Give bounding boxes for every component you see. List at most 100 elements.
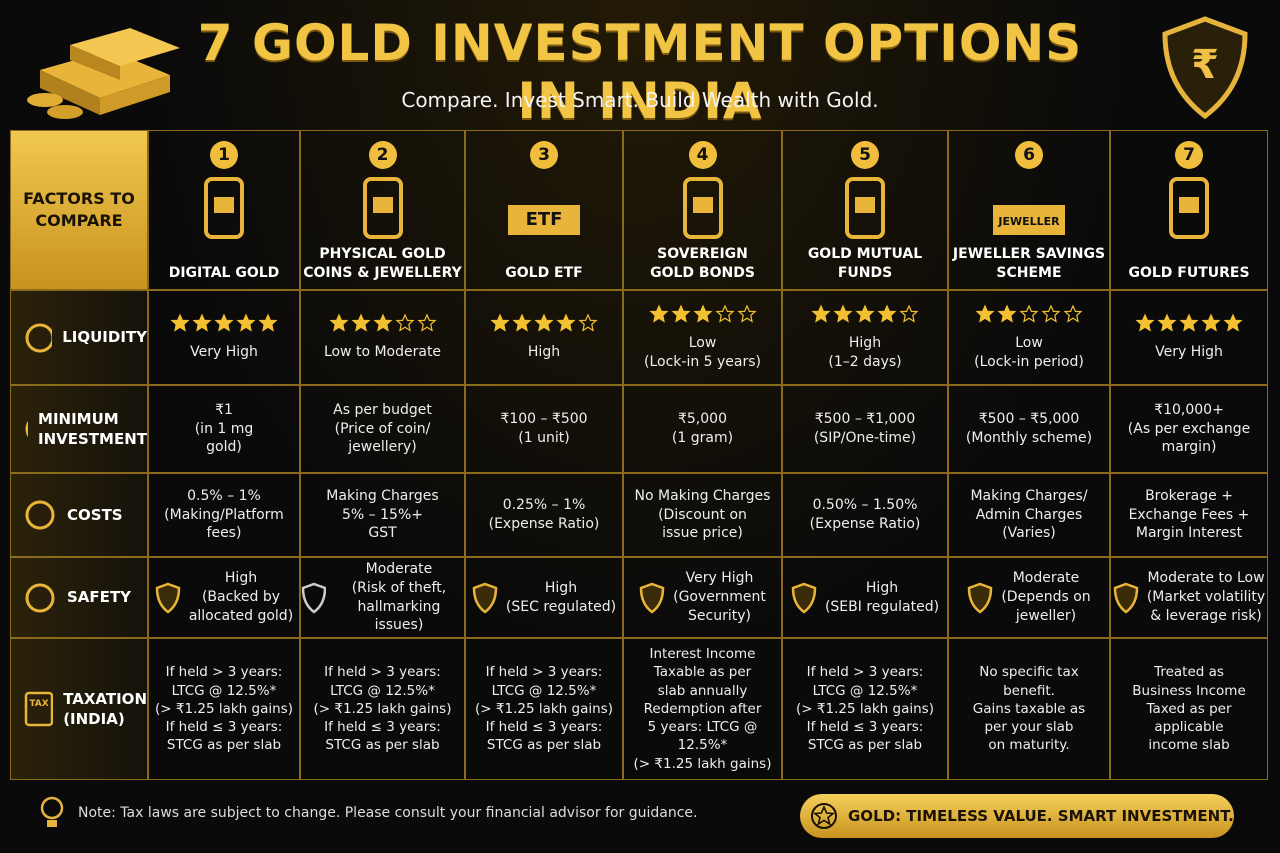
title: 7 GOLD INVESTMENT OPTIONS IN INDIA: [197, 14, 1083, 130]
cell-text: Making Charges 5% – 15%+ GST: [326, 487, 439, 542]
option-name: GOLD FUTURES: [1128, 265, 1250, 282]
cell-text: 0.25% – 1% (Expense Ratio): [488, 497, 600, 532]
star-shape: [556, 313, 576, 332]
cell-text: 0.50% – 1.50% (Expense Ratio): [809, 497, 921, 532]
star-shape: [578, 313, 598, 332]
row-label-text: SAFETY: [67, 588, 131, 607]
row-icon: [25, 420, 29, 438]
badge-star: [811, 803, 837, 829]
option-name: GOLD MUTUAL FUNDS: [807, 246, 923, 282]
icon-shape: [301, 582, 326, 614]
icon-shape: [1113, 582, 1139, 614]
cell-text: If held > 3 years: LTCG @ 12.5%* (> ₹1.2…: [155, 664, 293, 754]
footer-note: Note: Tax laws are subject to change. Pl…: [78, 805, 698, 821]
star-shape: [417, 313, 436, 332]
option-header: 5 GOLD MUTUAL FUNDS: [782, 130, 948, 290]
icon-shape: [155, 582, 181, 614]
option-header: 2 PHYSICAL GOLD COINS & JEWELLERY: [300, 130, 465, 290]
table-cell: Moderate (Depends on jeweller): [948, 557, 1110, 638]
table-cell: High (Backed by allocated gold): [148, 557, 300, 638]
cell-text: ₹100 – ₹500 (1 unit): [500, 411, 588, 446]
cell-text: High: [527, 344, 561, 361]
star-shape: [975, 304, 995, 323]
table-cell: Moderate to Low (Market volatility & lev…: [1110, 557, 1268, 638]
star-shape: [997, 304, 1017, 323]
cell-text: Making Charges/ Admin Charges (Varies): [970, 487, 1088, 542]
badge-text: GOLD: TIMELESS VALUE. SMART INVESTMENT.: [848, 807, 1234, 825]
row-label: MINIMUM INVESTMENT: [10, 385, 148, 473]
shield-icon: [155, 582, 181, 614]
star-shape: [192, 313, 212, 332]
star-shape: [490, 313, 510, 332]
star-shape: [1135, 313, 1155, 332]
star-shape: [236, 313, 256, 332]
cell-text: High (Backed by allocated gold): [188, 570, 294, 624]
cell-text: Treated as Business Income Taxed as per …: [1132, 664, 1246, 754]
icon-shape: [1169, 177, 1209, 239]
star-shape: [1019, 304, 1039, 323]
table-cell: Treated as Business Income Taxed as per …: [1110, 638, 1268, 780]
star-shape: [373, 313, 392, 332]
emblem: ₹: [1191, 42, 1219, 88]
icon-shape: [372, 197, 393, 213]
icon-shape: [362, 177, 403, 239]
table-cell: If held > 3 years: LTCG @ 12.5%* (> ₹1.2…: [782, 638, 948, 780]
icon-shape: [855, 197, 875, 213]
table-cell: High (1–2 days): [782, 290, 948, 385]
cell-text: As per budget (Price of coin/ jewellery): [333, 401, 432, 456]
cell-text: ₹500 – ₹1,000 (SIP/One-time): [813, 411, 917, 446]
table-cell: High: [465, 290, 623, 385]
cell-text: ₹1 (in 1 mg gold): [194, 401, 254, 456]
cell-text: ₹10,000+ (As per exchange margin): [1127, 401, 1251, 456]
cell-text: 0.5% – 1% (Making/Platform fees): [164, 487, 284, 542]
icon-shape: [25, 420, 29, 438]
cell-text: Moderate to Low (Market volatility & lev…: [1146, 570, 1266, 624]
option-number: 2: [368, 141, 397, 169]
option-name: GOLD ETF: [505, 265, 583, 282]
cell-text: Moderate (Risk of theft, hallmarking iss…: [351, 560, 447, 634]
icon-shape: [1179, 197, 1199, 213]
icon-label: TAX: [29, 699, 48, 709]
table-cell: Low (Lock-in period): [948, 290, 1110, 385]
table-cell: High (SEBI regulated): [782, 557, 948, 638]
cell-text: No specific tax benefit. Gains taxable a…: [972, 664, 1086, 754]
table-cell: High (SEC regulated): [465, 557, 623, 638]
star-rating: [490, 313, 598, 332]
star-shape: [534, 313, 554, 332]
icon-shape: [508, 205, 580, 235]
table-cell: As per budget (Price of coin/ jewellery): [300, 385, 465, 473]
table-cell: Low to Moderate: [300, 290, 465, 385]
cell-text: Very High: [1155, 344, 1223, 361]
star-shape: [855, 304, 875, 323]
star-shape: [1063, 304, 1083, 323]
table-cell: If held > 3 years: LTCG @ 12.5%* (> ₹1.2…: [148, 638, 300, 780]
star-shape: [1157, 313, 1177, 332]
shield-icon: [639, 582, 665, 614]
option-header: 7 GOLD FUTURES: [1110, 130, 1268, 290]
icon-label: JEWELLER: [997, 215, 1060, 228]
star-shape: [1223, 313, 1243, 332]
icon-shape: [472, 582, 498, 614]
row-label-text: TAXATION (INDIA): [63, 689, 147, 728]
star-shape: [351, 313, 370, 332]
icon-shape: [968, 582, 993, 614]
star-shape: [715, 304, 734, 323]
footer-badge: GOLD: TIMELESS VALUE. SMART INVESTMENT.: [800, 794, 1234, 838]
icon-shape: [204, 177, 244, 239]
table-cell: Brokerage + Exchange Fees + Margin Inter…: [1110, 473, 1268, 557]
shield-icon: [301, 582, 326, 614]
table-cell: Very High (Government Security): [623, 557, 782, 638]
star-rating: [170, 313, 278, 332]
table-cell: ₹500 – ₹5,000 (Monthly scheme): [948, 385, 1110, 473]
option-number: 4: [688, 141, 717, 169]
corner-cell: FACTORS TO COMPARE: [10, 130, 148, 290]
star-shape: [833, 304, 853, 323]
table-cell: Very High: [148, 290, 300, 385]
option-icon: [845, 177, 885, 239]
row-label: TAX TAXATION (INDIA): [10, 638, 148, 780]
star-shape: [1179, 313, 1199, 332]
table-cell: Interest Income Taxable as per slab annu…: [623, 638, 782, 780]
icon-shape: [25, 500, 55, 530]
table-cell: ₹5,000 (1 gram): [623, 385, 782, 473]
